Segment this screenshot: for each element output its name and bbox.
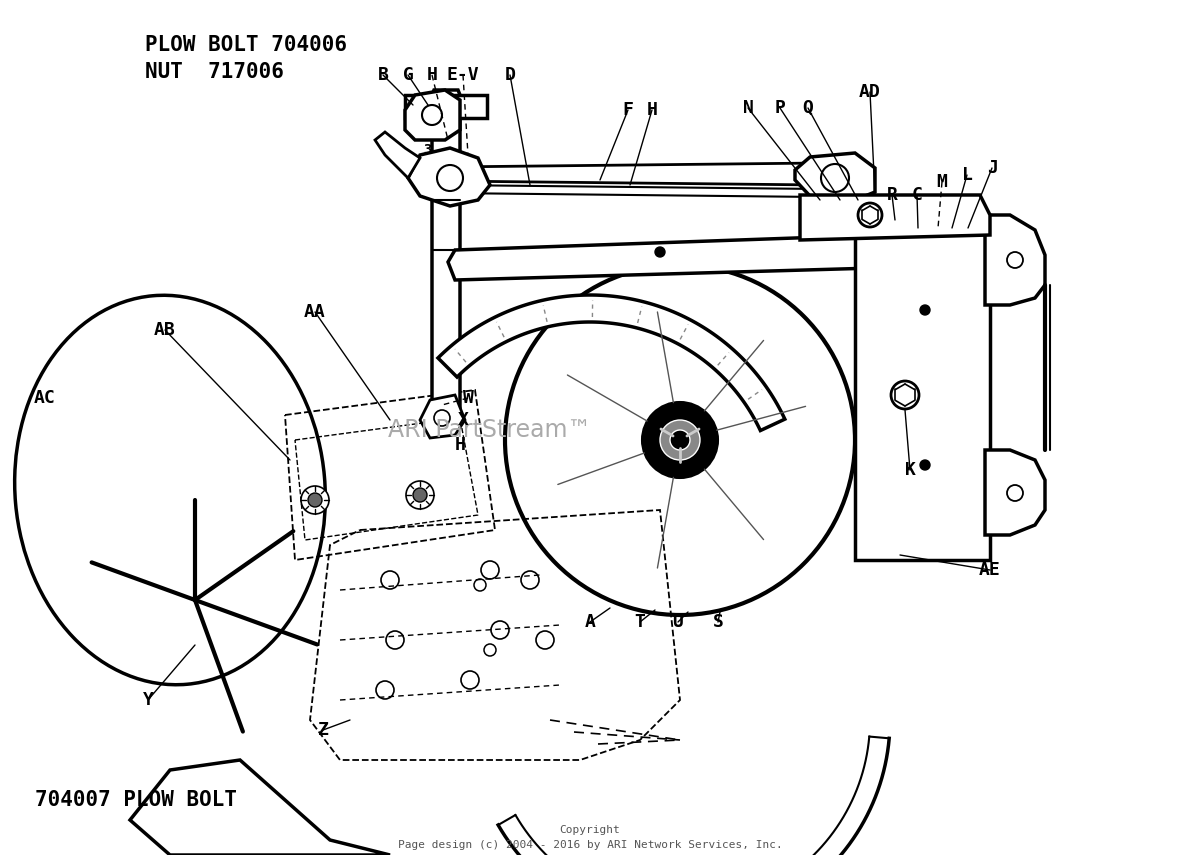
- Polygon shape: [856, 215, 990, 560]
- Text: 3: 3: [422, 143, 431, 157]
- Text: Page design (c) 2004 - 2016 by ARI Network Services, Inc.: Page design (c) 2004 - 2016 by ARI Netwo…: [398, 840, 782, 850]
- Polygon shape: [420, 395, 465, 438]
- Text: G: G: [402, 66, 413, 84]
- Text: L: L: [962, 166, 972, 184]
- Polygon shape: [985, 450, 1045, 535]
- Circle shape: [308, 493, 322, 507]
- Text: N: N: [742, 99, 754, 117]
- Text: X: X: [458, 411, 468, 429]
- Circle shape: [642, 402, 717, 478]
- Text: AD: AD: [859, 83, 881, 101]
- Circle shape: [858, 203, 881, 227]
- Circle shape: [406, 481, 434, 509]
- Text: R: R: [886, 186, 898, 204]
- Polygon shape: [985, 215, 1045, 305]
- Polygon shape: [800, 195, 990, 240]
- Polygon shape: [448, 235, 885, 280]
- Text: C: C: [912, 186, 923, 204]
- Circle shape: [920, 305, 930, 315]
- Text: T: T: [635, 613, 645, 631]
- Text: Copyright: Copyright: [559, 825, 621, 835]
- Text: F: F: [623, 101, 634, 119]
- Circle shape: [660, 420, 700, 460]
- Text: H: H: [647, 101, 657, 119]
- Circle shape: [920, 460, 930, 470]
- Polygon shape: [405, 95, 487, 118]
- Text: Q: Q: [802, 99, 813, 117]
- Text: S: S: [713, 613, 723, 631]
- Text: K: K: [905, 461, 916, 479]
- Text: U: U: [673, 613, 683, 631]
- Text: H: H: [454, 436, 465, 454]
- Text: AA: AA: [304, 303, 326, 321]
- Text: Y: Y: [143, 691, 153, 709]
- Circle shape: [655, 247, 666, 257]
- Text: NUT  717006: NUT 717006: [145, 62, 284, 82]
- Text: AE: AE: [979, 561, 1001, 579]
- Polygon shape: [408, 148, 490, 206]
- Text: AB: AB: [155, 321, 176, 339]
- Circle shape: [891, 381, 919, 409]
- Text: W: W: [463, 389, 473, 407]
- Text: D: D: [505, 66, 516, 84]
- Circle shape: [413, 488, 427, 502]
- Text: P: P: [774, 99, 786, 117]
- Text: AC: AC: [34, 389, 55, 407]
- Polygon shape: [130, 760, 391, 855]
- Polygon shape: [405, 90, 460, 140]
- Polygon shape: [438, 295, 785, 431]
- Text: 704007 PLOW BOLT: 704007 PLOW BOLT: [35, 790, 237, 810]
- Text: M: M: [937, 173, 948, 191]
- Polygon shape: [432, 90, 460, 420]
- Circle shape: [670, 430, 690, 450]
- Circle shape: [301, 486, 329, 514]
- Polygon shape: [445, 163, 820, 185]
- Text: A: A: [584, 613, 596, 631]
- Text: PLOW BOLT 704006: PLOW BOLT 704006: [145, 35, 347, 55]
- Text: B: B: [378, 66, 388, 84]
- Polygon shape: [445, 185, 820, 197]
- Polygon shape: [795, 153, 876, 200]
- Text: ARI PartStream™: ARI PartStream™: [388, 418, 591, 442]
- Text: H: H: [426, 66, 438, 84]
- Text: Z: Z: [317, 721, 328, 739]
- Circle shape: [439, 101, 453, 115]
- Text: E-V: E-V: [447, 66, 479, 84]
- Polygon shape: [375, 132, 420, 178]
- Text: J: J: [986, 159, 997, 177]
